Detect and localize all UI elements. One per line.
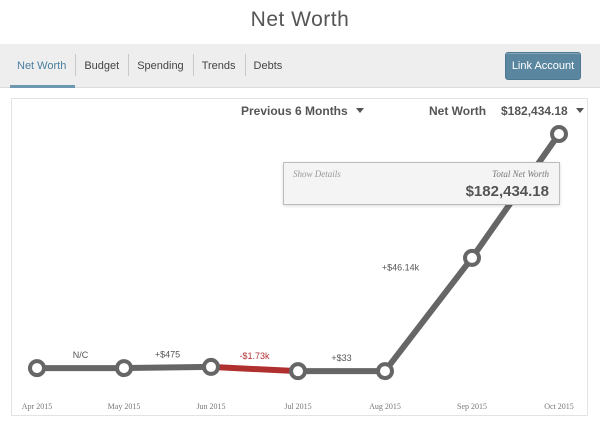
x-tick-label: May 2015: [108, 402, 141, 411]
data-point: [115, 359, 133, 378]
series-segment: [121, 363, 214, 372]
caret-down-icon: [355, 108, 364, 114]
change-label: -$1.73k: [239, 351, 270, 361]
range-dropdown[interactable]: Previous 6 Months: [241, 104, 364, 118]
series-segment: [382, 254, 475, 375]
data-point: [202, 357, 220, 376]
net-worth-dropdown[interactable]: $182,434.18: [501, 104, 584, 118]
page-title: Net Worth: [250, 8, 350, 31]
change-label: +$475: [155, 350, 180, 360]
x-tick-label: Oct 2015: [544, 402, 574, 411]
net-worth-value: $182,434.18: [501, 104, 568, 118]
tab-net-worth[interactable]: Net Worth: [8, 44, 76, 88]
link-account-button[interactable]: Link Account: [505, 52, 581, 80]
net-worth-tooltip: Show Details Total Net Worth $182,434.18: [283, 162, 560, 205]
data-point: [289, 362, 307, 381]
tab-list: Net Worth Budget Spending Trends Debts: [8, 44, 291, 88]
data-point: [376, 362, 394, 381]
show-details-link[interactable]: Show Details: [293, 169, 341, 179]
data-point: [28, 359, 46, 378]
tab-bar: Net Worth Budget Spending Trends Debts: [0, 44, 600, 88]
data-point: [550, 125, 568, 143]
tab-trends[interactable]: Trends: [192, 44, 245, 88]
series-segment: [208, 363, 301, 375]
change-label: +$46.14k: [382, 263, 420, 273]
x-tick-label: Aug 2015: [369, 402, 401, 411]
tab-budget[interactable]: Budget: [75, 44, 128, 88]
total-net-worth-label: Total Net Worth: [492, 169, 549, 179]
data-point: [463, 248, 481, 267]
tab-spending[interactable]: Spending: [128, 44, 193, 88]
x-tick-label: Jul 2015: [284, 402, 311, 411]
change-label: N/C: [73, 350, 89, 360]
x-tick-label: Apr 2015: [22, 402, 52, 411]
x-tick-label: Jun 2015: [196, 402, 225, 411]
range-dropdown-label: Previous 6 Months: [241, 104, 348, 118]
x-tick-label: Sep 2015: [457, 402, 487, 411]
net-worth-label: Net Worth: [429, 104, 487, 118]
change-label: +$33: [331, 353, 351, 363]
tab-debts[interactable]: Debts: [244, 44, 292, 88]
total-net-worth-value: $182,434.18: [465, 183, 549, 200]
caret-down-icon: [575, 108, 584, 114]
